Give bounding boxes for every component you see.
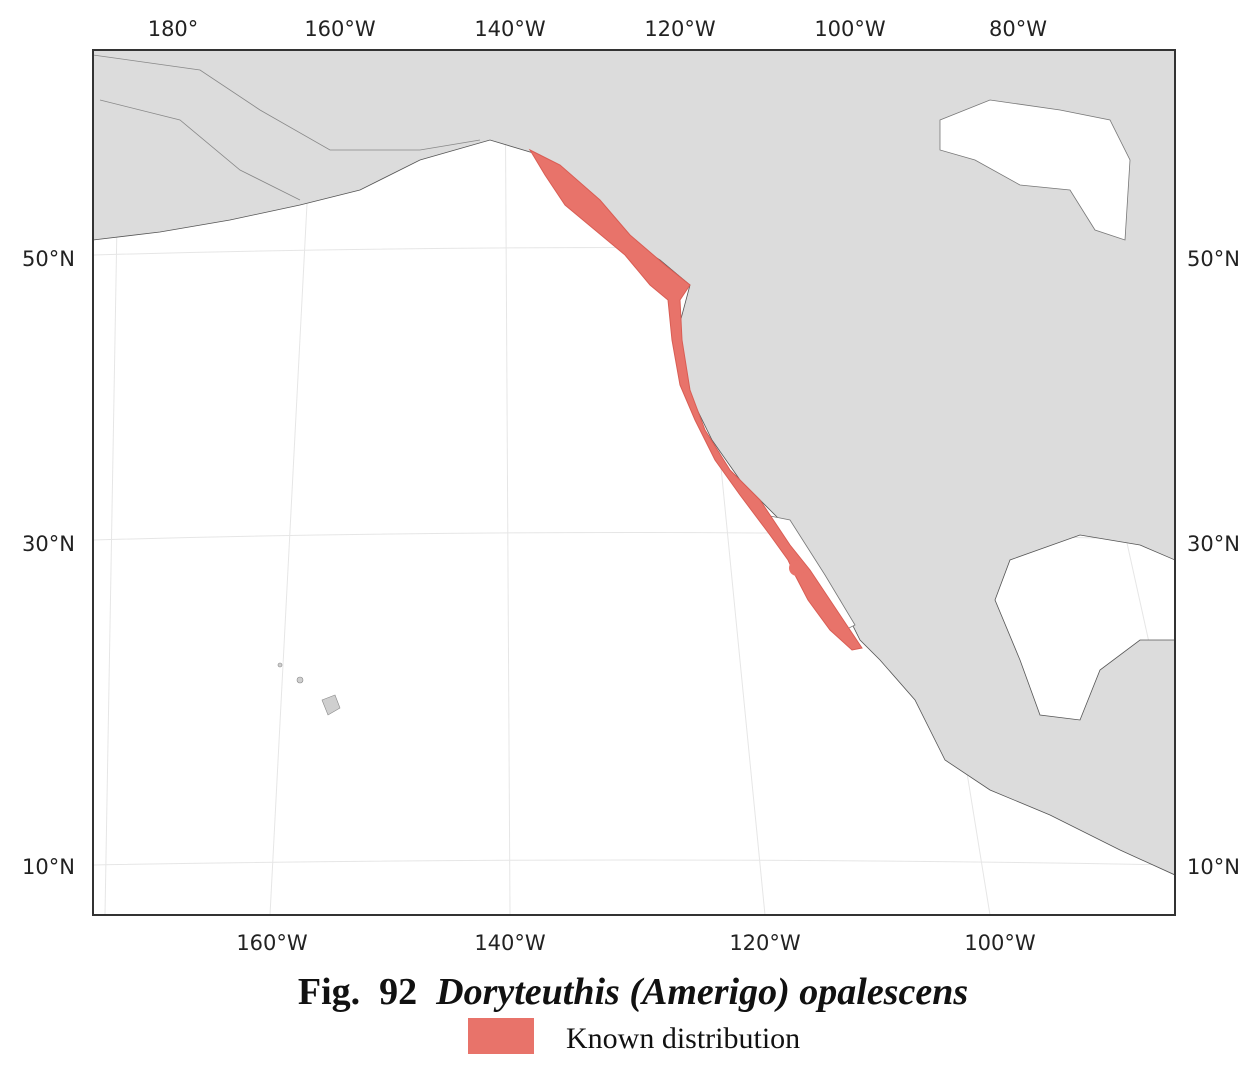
top-label: 100°W (814, 17, 886, 41)
right-label: 10°N (1187, 855, 1240, 879)
bottom-label: 120°W (729, 931, 801, 955)
hudson-bay (939, 99, 1131, 241)
caption: Fig. 92 Doryteuthis (Amerigo) opalescens (298, 971, 968, 1013)
hawaii (277, 662, 341, 716)
land (93, 50, 1175, 876)
top-label: 160°W (304, 17, 376, 41)
known-distribution (528, 148, 863, 651)
map-frame (92, 49, 1176, 916)
right-axis: 50°N 30°N 10°N (1187, 247, 1240, 879)
legend-swatch (468, 1018, 534, 1054)
left-axis: 50°N 30°N 10°N (22, 247, 75, 879)
right-label: 30°N (1187, 532, 1240, 556)
left-label: 10°N (22, 855, 75, 879)
left-label: 50°N (22, 247, 75, 271)
bottom-label: 100°W (964, 931, 1036, 955)
top-label: 140°W (474, 17, 546, 41)
alaska-range (93, 54, 481, 201)
species-name: Doryteuthis (Amerigo) opalescens (435, 971, 968, 1013)
right-label: 50°N (1187, 247, 1240, 271)
top-label: 120°W (644, 17, 716, 41)
top-label: 80°W (989, 17, 1047, 41)
bottom-label: 160°W (236, 931, 308, 955)
bottom-axis: 160°W 140°W 120°W 100°W (236, 931, 1036, 955)
known-distribution-patch (789, 560, 805, 576)
figure-number: Fig. 92 (298, 971, 417, 1013)
bottom-label: 140°W (474, 931, 546, 955)
left-label: 30°N (22, 532, 75, 556)
top-axis: 180° 160°W 140°W 120°W 100°W 80°W (148, 17, 1048, 41)
top-label: 180° (148, 17, 199, 41)
legend-label: Known distribution (566, 1022, 800, 1055)
map (93, 50, 1175, 915)
